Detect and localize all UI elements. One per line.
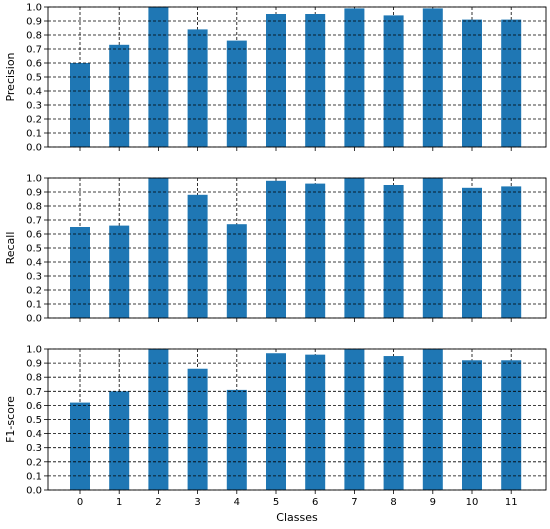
f1-score-ytick-label: 0.7 <box>26 387 42 398</box>
precision-bar-5 <box>266 14 286 147</box>
f1-score-ytick-label: 0.4 <box>26 429 42 440</box>
f1-score-xtick-label: 2 <box>155 497 161 508</box>
precision-bar-11 <box>501 19 522 148</box>
f1-score-ytick-label: 0.3 <box>26 443 42 454</box>
precision-ylabel: Precision <box>4 52 17 101</box>
precision-ytick-label: 0.7 <box>26 45 42 56</box>
precision-bar-8 <box>383 15 404 148</box>
precision-bar-4 <box>226 40 247 147</box>
recall-ytick-label: 0.9 <box>26 188 42 199</box>
f1-score-xtick-label: 1 <box>116 497 122 508</box>
precision-ytick-label: 0.6 <box>26 59 42 70</box>
f1-score-xtick-label: 4 <box>234 497 240 508</box>
precision-ytick-label: 0.8 <box>26 31 42 42</box>
recall-ytick-label: 0.1 <box>26 300 42 311</box>
f1-score-xtick-label: 10 <box>466 497 479 508</box>
recall-bar-4 <box>226 224 247 318</box>
precision-ytick-label: 1.0 <box>26 3 42 14</box>
f1-score-ytick-label: 1.0 <box>26 345 42 356</box>
precision-bar-9 <box>422 8 443 148</box>
f1-score-ytick-label: 0.2 <box>26 457 42 468</box>
precision-bar-10 <box>462 19 482 148</box>
recall-bar-1 <box>109 225 130 318</box>
precision-bar-7 <box>344 8 365 148</box>
recall-ytick-label: 0.7 <box>26 216 42 227</box>
precision-ytick-label: 0.5 <box>26 73 42 84</box>
f1-score-bar-11 <box>501 360 522 490</box>
recall-ytick-label: 0.0 <box>26 314 42 325</box>
recall-bar-8 <box>383 185 404 318</box>
f1-score-xtick-label: 11 <box>505 497 518 508</box>
precision-ytick-label: 0.2 <box>26 115 42 126</box>
recall-ylabel: Recall <box>4 232 17 265</box>
recall-bar-0 <box>70 227 90 318</box>
f1-score-ytick-label: 0.8 <box>26 373 42 384</box>
recall-bar-10 <box>462 187 482 318</box>
f1-score-xtick-label: 9 <box>430 497 436 508</box>
precision-axes-frame <box>47 6 547 148</box>
f1-score-xtick-label: 5 <box>273 497 279 508</box>
precision-ytick-label: 0.4 <box>26 87 42 98</box>
f1-score-bar-8 <box>383 356 404 490</box>
precision-ytick-label: 0.0 <box>26 143 42 154</box>
f1-score-xtick-label: 7 <box>351 497 357 508</box>
recall-bar-9 <box>422 178 443 318</box>
f1-score-xtick-label: 8 <box>390 497 396 508</box>
f1-score-xtick-label: 6 <box>312 497 318 508</box>
recall-ytick-label: 0.2 <box>26 286 42 297</box>
f1-score-bar-5 <box>266 353 286 490</box>
recall-bar-5 <box>266 180 286 318</box>
recall-ytick-label: 0.4 <box>26 258 42 269</box>
precision-ytick-label: 0.9 <box>26 17 42 28</box>
precision-ytick-label: 0.3 <box>26 101 42 112</box>
f1-score-bar-9 <box>422 349 443 490</box>
f1-score-bar-4 <box>226 389 247 490</box>
recall-bar-6 <box>305 183 326 318</box>
precision-chart-panel: 0.0 0.1 0.2 0.3 0.4 0.5 0.6 0.7 0.8 0.9 1.0 Precisi… <box>4 3 547 154</box>
f1-score-bar-3 <box>187 368 208 490</box>
f1-score-ytick-label: 0.0 <box>26 486 42 497</box>
recall-axes-frame <box>47 177 547 319</box>
f1-score-xtick-label: 3 <box>194 497 200 508</box>
precision-ytick-label: 0.1 <box>26 129 42 140</box>
f1-score-xtick-label: 0 <box>77 497 83 508</box>
f1-score-bar-6 <box>305 354 326 490</box>
f1-score-ylabel: F1-score <box>4 396 17 443</box>
recall-ytick-label: 0.5 <box>26 244 42 255</box>
f1-score-chart-panel: 0.0 0.1 0.2 0.3 0.4 0.5 0.6 0.7 0.8 0.9 1.0 0 1 2 3 4 5 6… <box>4 345 547 524</box>
f1-score-bar-0 <box>70 402 90 490</box>
f1-score-ytick-label: 0.6 <box>26 401 42 412</box>
f1-score-ytick-label: 0.9 <box>26 359 42 370</box>
f1-score-axes-frame <box>47 348 547 491</box>
f1-score-ytick-label: 0.5 <box>26 415 42 426</box>
f1-score-bar-1 <box>109 391 130 490</box>
precision-bar-1 <box>109 44 130 147</box>
recall-ytick-label: 0.8 <box>26 202 42 213</box>
f1-score-ytick-label: 0.1 <box>26 471 42 482</box>
f1-score-bar-10 <box>462 360 482 490</box>
recall-bar-11 <box>501 186 522 318</box>
recall-bar-3 <box>187 194 208 318</box>
recall-ytick-label: 0.3 <box>26 272 42 283</box>
precision-bar-3 <box>187 29 208 147</box>
precision-bar-6 <box>305 14 326 147</box>
recall-ytick-label: 1.0 <box>26 174 42 185</box>
recall-ytick-label: 0.6 <box>26 230 42 241</box>
recall-chart-panel: 0.0 0.1 0.2 0.3 0.4 0.5 0.6 0.7 0.8 0.9 1.0 Recall <box>4 174 547 325</box>
f1-score-xlabel: Classes <box>276 511 318 524</box>
